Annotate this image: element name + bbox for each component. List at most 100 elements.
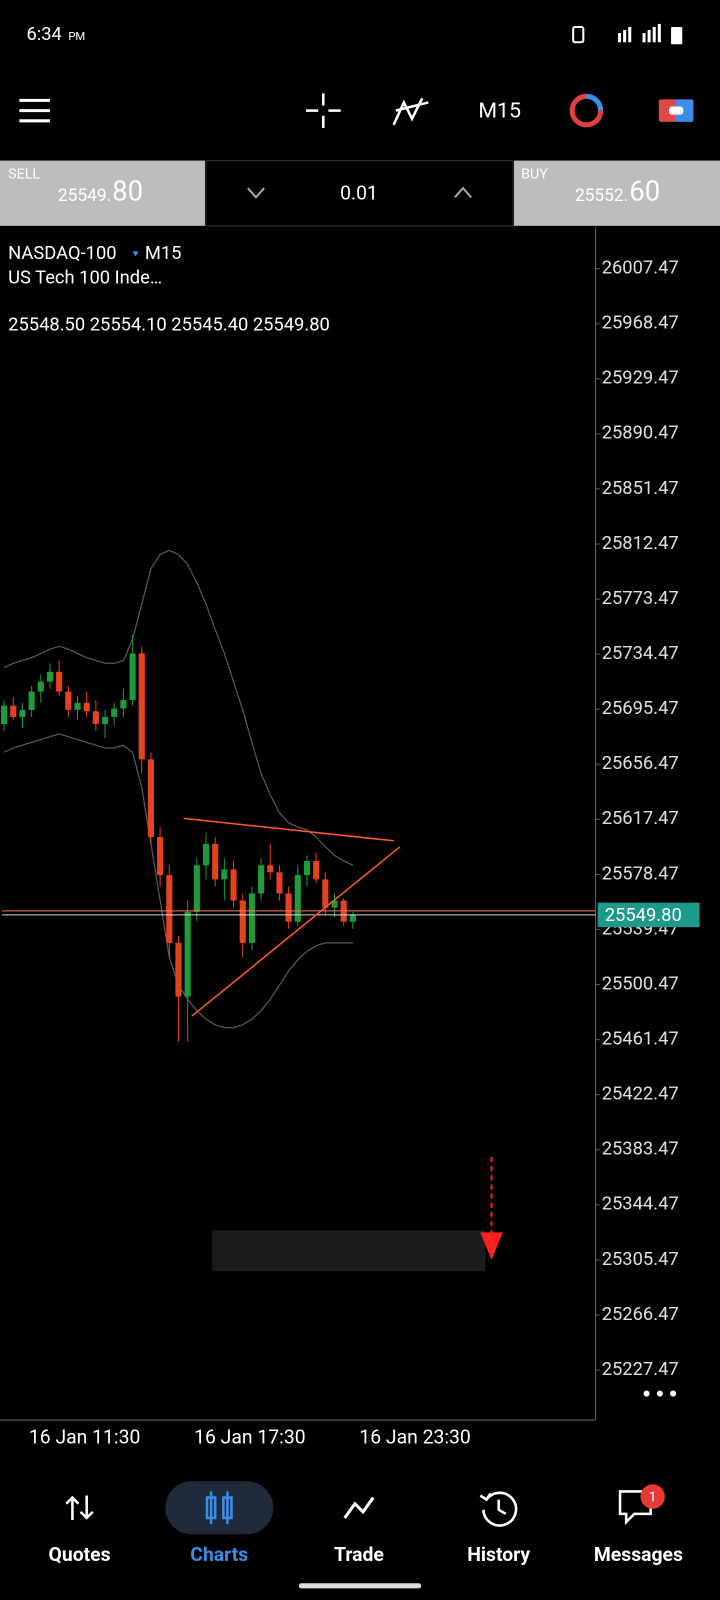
- timeframe-button[interactable]: M15: [478, 98, 521, 123]
- candle-body: [248, 893, 255, 943]
- y-tick-label: 25305.47: [602, 1249, 679, 1270]
- x-tick-label: 16 Jan 23:30: [359, 1426, 470, 1449]
- buy-price-big: 60: [629, 174, 660, 207]
- y-tick-label: 25383.47: [602, 1139, 679, 1160]
- y-tick-label: 25578.47: [602, 863, 679, 884]
- candle-body: [10, 705, 17, 717]
- home-indicator: [298, 1583, 422, 1589]
- y-tick-label: 25500.47: [602, 973, 679, 994]
- quotes-icon: [65, 1495, 94, 1520]
- y-tick-label: 25851.47: [602, 478, 679, 499]
- symbol-dropdown[interactable]: [132, 251, 139, 257]
- badge: [640, 1484, 665, 1509]
- candle-body: [331, 900, 338, 908]
- x-tick-label: 16 Jan 17:30: [194, 1426, 305, 1449]
- buy-button[interactable]: [513, 160, 720, 226]
- nav-quotes[interactable]: Quotes: [49, 1543, 111, 1566]
- status-time: 6:34: [27, 24, 62, 45]
- symbol-description: US Tech 100 Inde…: [8, 268, 162, 289]
- chart-timeframe: M15: [145, 243, 182, 264]
- y-tick-label: 25695.47: [602, 698, 679, 719]
- menu-button[interactable]: [19, 98, 50, 123]
- symbol[interactable]: NASDAQ-100: [8, 243, 116, 264]
- candle-body: [184, 911, 191, 997]
- charts-icon: [205, 1491, 233, 1525]
- candle-body: [193, 865, 200, 912]
- candle-body: [313, 860, 320, 880]
- candle-body: [212, 844, 219, 880]
- candle-body: [258, 865, 265, 894]
- candle-body: [37, 681, 44, 692]
- plot-area: 26007.47 25968.47 25929.47 25890.47 25851.47…: [1, 258, 679, 1380]
- candle-body: [221, 869, 228, 880]
- candle-body: [56, 671, 63, 692]
- arrow-head: [480, 1232, 503, 1260]
- buy-price: 25552.: [575, 186, 628, 206]
- candle-body: [202, 844, 210, 866]
- lot-decrease[interactable]: [247, 187, 265, 199]
- candle-body: [111, 708, 118, 717]
- lot-increase[interactable]: [454, 186, 472, 198]
- candle-body: [129, 653, 136, 701]
- candle-body: [19, 709, 26, 717]
- y-tick-label: 25734.47: [602, 643, 679, 664]
- y-tick-label: 25812.47: [602, 533, 679, 554]
- status-icons: [572, 23, 683, 45]
- crosshair-button[interactable]: [305, 93, 341, 128]
- trade-button[interactable]: [658, 99, 694, 122]
- trade-icon: [343, 1496, 375, 1519]
- candle-body: [175, 942, 182, 997]
- candle-body: [230, 869, 237, 901]
- candle-body: [349, 914, 356, 922]
- price-label-box: [597, 902, 700, 928]
- candle-body: [285, 893, 292, 922]
- sell-price-big: 80: [112, 174, 143, 207]
- upper-band: [3, 549, 354, 866]
- badge-count: 1: [649, 1489, 657, 1505]
- candle-body: [120, 700, 127, 709]
- candle-body: [157, 836, 164, 876]
- candle-body: [166, 875, 173, 943]
- sell-price: 25549.: [58, 186, 111, 206]
- nav-charts[interactable]: Charts: [190, 1543, 248, 1566]
- y-tick-label: 25773.47: [602, 588, 679, 609]
- nav-trade[interactable]: Trade: [334, 1543, 384, 1566]
- nav-active-pill: [165, 1481, 274, 1535]
- sell-button[interactable]: [0, 160, 205, 226]
- trend-line[interactable]: [183, 817, 394, 842]
- candle-body: [65, 691, 72, 710]
- y-tick-label: 25422.47: [602, 1084, 679, 1105]
- nav-messages[interactable]: Messages: [594, 1543, 683, 1566]
- candle-body: [28, 691, 35, 710]
- y-tick-label: 25656.47: [602, 753, 679, 774]
- lot-value[interactable]: 0.01: [340, 181, 378, 204]
- lot-panel: [205, 160, 514, 227]
- candle-body: [46, 671, 54, 682]
- candle-body: [147, 759, 154, 837]
- candle-body: [303, 860, 311, 876]
- candle-body: [267, 865, 274, 873]
- trend-line[interactable]: [191, 846, 401, 1017]
- y-tick-label: 25617.47: [602, 808, 679, 829]
- objects-button[interactable]: [569, 93, 604, 128]
- candle-body: [276, 872, 283, 894]
- sell-label: SELL: [8, 167, 40, 183]
- nav-history[interactable]: History: [467, 1543, 530, 1566]
- candle-body: [101, 716, 109, 725]
- y-tick-label: 25968.47: [602, 313, 679, 334]
- candle-body: [92, 711, 99, 725]
- indicators-button[interactable]: [392, 97, 429, 126]
- x-tick-label: 16 Jan 11:30: [29, 1426, 140, 1449]
- y-tick-label: 25929.47: [602, 368, 679, 389]
- candle-body: [74, 702, 81, 710]
- candle-body: [239, 900, 246, 943]
- candle-body: [1, 705, 8, 725]
- overlay-box: [212, 1230, 486, 1272]
- y-tick-label: 25890.47: [602, 423, 679, 444]
- candle-body: [83, 702, 90, 712]
- more-button[interactable]: [643, 1390, 677, 1397]
- y-tick-label: 25344.47: [602, 1194, 679, 1215]
- y-tick-label: 25227.47: [602, 1359, 679, 1380]
